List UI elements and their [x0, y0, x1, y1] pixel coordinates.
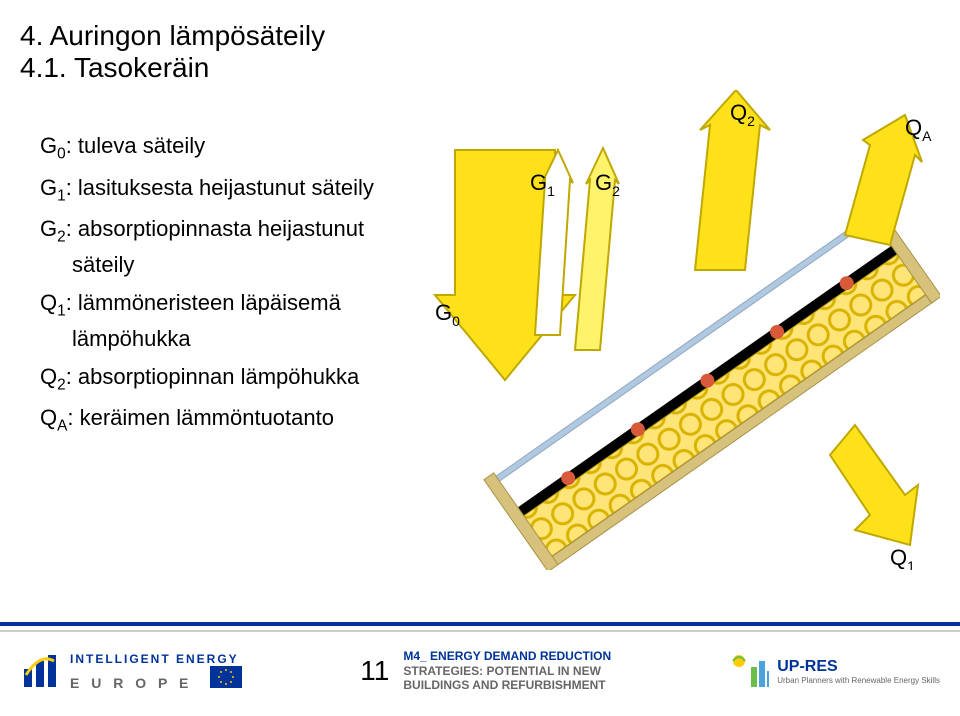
def-text: : lasituksesta heijastunut säteily	[66, 175, 374, 200]
label-g2: G	[595, 170, 612, 195]
definition-item: G2: absorptiopinnasta heijastunut säteil…	[40, 213, 380, 281]
def-symbol: Q	[40, 364, 57, 389]
footer-center: 11 M4_ ENERGY DEMAND REDUCTION STRATEGIE…	[360, 649, 611, 692]
footer-divider	[0, 622, 960, 626]
upres-logo: UP-RES Urban Planners with Renewable Ene…	[729, 651, 940, 691]
def-sub: A	[57, 418, 67, 435]
def-sub: 0	[57, 145, 66, 162]
definition-item: G1: lasituksesta heijastunut säteily	[40, 172, 380, 208]
def-text: : tuleva säteily	[66, 133, 205, 158]
definitions-list: G0: tuleva säteily G1: lasituksesta heij…	[40, 130, 380, 444]
intelligent-energy-logo: INTELLIGENT ENERGY E U R O P E	[20, 651, 242, 691]
def-sub: 2	[57, 376, 66, 393]
m4-line2: STRATEGIES: POTENTIAL IN NEW	[403, 664, 611, 678]
m4-line3: BUILDINGS AND REFURBISHMENT	[403, 678, 611, 692]
svg-text:QA: QA	[905, 115, 932, 144]
ie-line1: INTELLIGENT ENERGY	[70, 652, 242, 666]
def-sub: 1	[57, 302, 66, 319]
page-number: 11	[360, 655, 389, 687]
label-q1: Q	[890, 545, 907, 570]
def-text: : keräimen lämmöntuotanto	[67, 405, 334, 430]
svg-text:G2: G2	[595, 170, 620, 199]
eu-flag-icon	[210, 666, 242, 688]
title-block: 4. Auringon lämpösäteily 4.1. Tasokeräin	[20, 20, 325, 84]
svg-text:Q1: Q1	[890, 545, 915, 570]
label-qa: Q	[905, 115, 922, 140]
def-sub: 2	[57, 229, 66, 246]
def-cont: lämpöhukka	[40, 323, 380, 355]
slide-title: 4. Auringon lämpösäteily	[20, 20, 325, 52]
label-g0: G	[435, 300, 452, 325]
label-g1: G	[530, 170, 547, 195]
footer: INTELLIGENT ENERGY E U R O P E	[0, 636, 960, 706]
upres-title: UP-RES	[777, 658, 940, 676]
def-symbol: G	[40, 133, 57, 158]
label-q2: Q	[730, 100, 747, 125]
def-sub: 1	[57, 187, 66, 204]
def-symbol: Q	[40, 290, 57, 315]
upres-icon	[729, 651, 769, 691]
def-text: : absorptiopinnan lämpöhukka	[66, 364, 360, 389]
upres-subtitle: Urban Planners with Renewable Energy Ski…	[777, 676, 940, 685]
def-cont: säteily	[40, 249, 380, 281]
footer-divider-2	[0, 630, 960, 632]
ie-icon	[20, 651, 60, 691]
m4-line1: M4_ ENERGY DEMAND REDUCTION	[403, 649, 611, 663]
definition-item: Q1: lämmöneristeen läpäisemä lämpöhukka	[40, 287, 380, 355]
definition-item: G0: tuleva säteily	[40, 130, 380, 166]
ie-line2: E U R O P E	[70, 675, 192, 691]
svg-text:Q2: Q2	[730, 100, 755, 129]
def-symbol: G	[40, 216, 57, 241]
definition-item: Q2: absorptiopinnan lämpöhukka	[40, 361, 380, 397]
def-symbol: Q	[40, 405, 57, 430]
def-symbol: G	[40, 175, 57, 200]
slide-subtitle: 4.1. Tasokeräin	[20, 52, 325, 84]
def-text: : lämmöneristeen läpäisemä	[66, 290, 341, 315]
def-text: : absorptiopinnasta heijastunut	[66, 216, 364, 241]
definition-item: QA: keräimen lämmöntuotanto	[40, 402, 380, 438]
collector-diagram: G0 G1 G2 Q2 QA Q1	[400, 90, 940, 570]
